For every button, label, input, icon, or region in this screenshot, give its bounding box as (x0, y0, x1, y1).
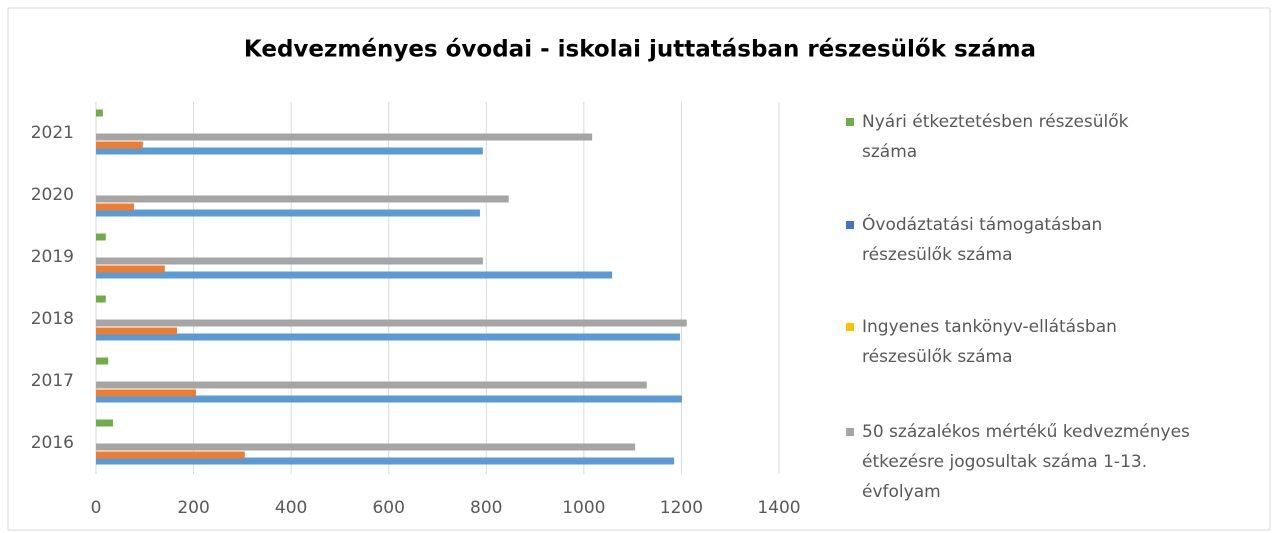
bar (96, 141, 143, 149)
bar (96, 395, 682, 403)
bar (96, 451, 245, 459)
x-tick-label: 600 (372, 498, 404, 518)
x-tick-label: 0 (91, 498, 102, 518)
chart-title: Kedvezményes óvodai - iskolai juttatásba… (244, 37, 1036, 63)
bar (96, 295, 106, 303)
legend-label: 50 százalékos mértékű kedvezményes étkezé… (862, 422, 1190, 502)
y-tick-label: 2019 (31, 247, 74, 267)
legend-label: Nyári étkeztetésben részesülők száma (862, 112, 1129, 162)
bar (96, 195, 509, 203)
bar (96, 381, 647, 389)
y-tick-label: 2016 (31, 433, 74, 453)
bar (96, 271, 613, 279)
bar (96, 419, 114, 427)
bar (96, 327, 177, 335)
bar (96, 265, 165, 273)
x-tick-label: 800 (470, 498, 502, 518)
y-tick-label: 2018 (31, 309, 74, 329)
bar (96, 357, 109, 365)
x-tick-label: 1200 (660, 498, 703, 518)
y-tick-label: 2020 (31, 185, 74, 205)
bar (96, 443, 636, 451)
bar (96, 389, 197, 397)
legend-label: Ingyenes tankönyv-ellátásban részesülők s… (862, 317, 1117, 367)
legend-marker (846, 118, 854, 126)
bar (96, 203, 135, 211)
bar (96, 257, 483, 265)
legend-marker (846, 428, 854, 436)
x-tick-label: 200 (177, 498, 209, 518)
legend-label: Óvodáztatási támogatásban részesülők szám… (862, 213, 1102, 265)
legend-marker (846, 323, 854, 331)
bar (96, 319, 687, 327)
legend-marker (846, 221, 854, 229)
bar (96, 209, 480, 217)
bar (96, 233, 106, 241)
bar (96, 133, 593, 141)
bar (96, 457, 675, 465)
x-tick-label: 400 (275, 498, 307, 518)
bar (96, 147, 483, 155)
x-tick-label: 1000 (562, 498, 605, 518)
y-tick-label: 2021 (31, 123, 74, 143)
bar (96, 333, 680, 341)
chart-border (7, 7, 1271, 531)
x-tick-label: 1400 (757, 498, 800, 518)
bar (96, 109, 103, 117)
y-tick-label: 2017 (31, 371, 74, 391)
